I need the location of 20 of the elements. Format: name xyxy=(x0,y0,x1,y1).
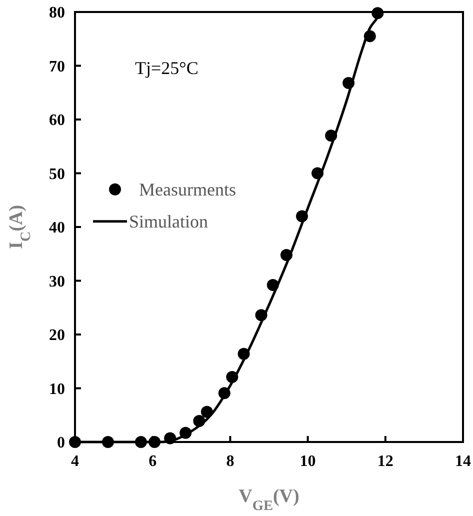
y-tick-label: 10 xyxy=(49,380,65,398)
y-tick-label: 70 xyxy=(49,58,65,76)
x-axis-title: V$_{GE}$(V) xyxy=(238,486,300,514)
y-tick-label: 50 xyxy=(49,166,65,183)
legend-label: Measurments xyxy=(139,180,236,200)
x-tick-label: 14 xyxy=(455,453,471,470)
point xyxy=(69,436,81,448)
x-tick-label: 10 xyxy=(300,453,316,470)
y-tick-label: 30 xyxy=(49,273,65,290)
x-tick-label: 12 xyxy=(377,453,394,470)
x-tick-label: 4 xyxy=(71,453,79,470)
x-tick-label: 8 xyxy=(226,453,234,470)
legend-label: Simulation xyxy=(129,212,208,232)
y-tick-label: 0 xyxy=(57,434,65,452)
y-tick-label: 80 xyxy=(49,4,65,22)
y-tick-label: 40 xyxy=(49,220,65,237)
annotation: Tj=25°C xyxy=(135,58,198,78)
x-tick-label: 6 xyxy=(148,453,157,470)
y-tick-label: 60 xyxy=(49,112,65,130)
y-tick-label: 20 xyxy=(49,327,65,344)
